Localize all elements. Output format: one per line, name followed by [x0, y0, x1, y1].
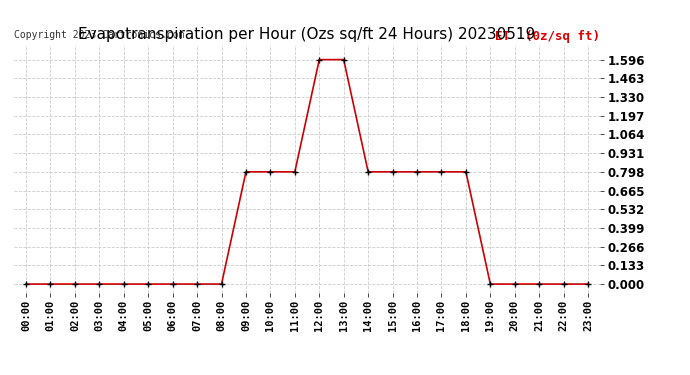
Text: ET  (0z/sq ft): ET (0z/sq ft) — [495, 30, 600, 43]
Title: Evapotranspiration per Hour (Ozs sq/ft 24 Hours) 20230519: Evapotranspiration per Hour (Ozs sq/ft 2… — [79, 27, 535, 42]
Text: Copyright 2023 Cartronics.com: Copyright 2023 Cartronics.com — [14, 30, 184, 40]
